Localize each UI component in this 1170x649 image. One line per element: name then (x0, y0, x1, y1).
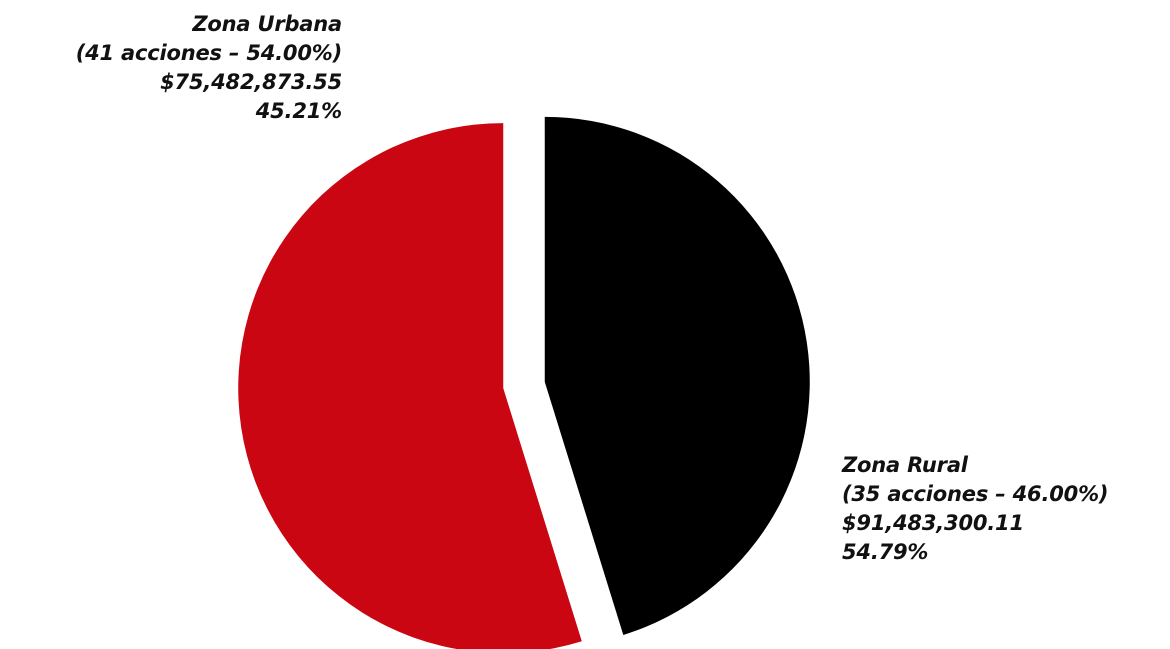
slice-name-zona-rural: Zona Rural (842, 453, 968, 477)
slice-acciones-zona-urbana: (41 acciones – 54.00%) (75, 41, 343, 65)
slice-amount-zona-rural: $91,483,300.11 (842, 511, 1024, 535)
slice-acciones-zona-rural: (35 acciones – 46.00%) (842, 482, 1109, 506)
pie-slice-zona-urbana (238, 123, 582, 649)
slice-percent-zona-rural: 54.79% (842, 540, 929, 564)
data-label-zona-rural: Zona Rural (35 acciones – 46.00%) $91,48… (842, 451, 1109, 567)
slice-amount-zona-urbana: $75,482,873.55 (160, 70, 342, 94)
data-label-zona-urbana: Zona Urbana (41 acciones – 54.00%) $75,4… (75, 10, 343, 126)
slice-name-zona-urbana: Zona Urbana (192, 12, 342, 36)
slice-percent-zona-urbana: 45.21% (255, 99, 342, 123)
pie-slice-zona-rural (544, 116, 810, 635)
